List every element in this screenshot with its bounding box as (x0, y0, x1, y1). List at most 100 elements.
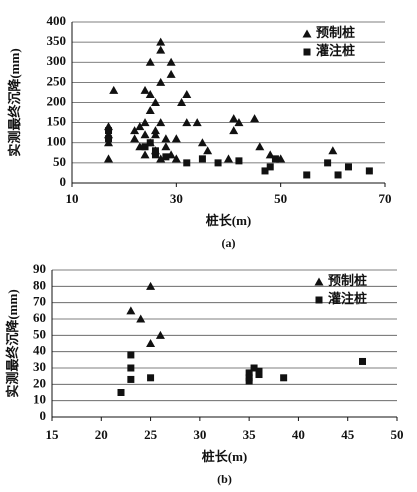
legend-label: 灌注桩 (328, 291, 367, 306)
data-point (127, 375, 135, 383)
x-tick-label: 40 (292, 427, 305, 442)
data-point (261, 167, 269, 175)
data-point (151, 151, 159, 159)
y-tick-label: 40 (33, 343, 46, 358)
data-point (145, 57, 155, 66)
data-point (266, 163, 274, 171)
legend-marker (314, 277, 324, 286)
y-tick-label: 10 (33, 392, 46, 407)
data-point (166, 57, 176, 66)
legend-marker (315, 296, 323, 304)
data-point (105, 135, 113, 143)
y-tick-label: 0 (60, 174, 67, 189)
data-point (303, 171, 311, 179)
data-point (334, 171, 342, 179)
x-tick-label: 10 (66, 191, 79, 206)
data-point (104, 154, 114, 163)
data-point (250, 114, 260, 123)
y-tick-label: 50 (33, 326, 46, 341)
data-point (344, 163, 352, 171)
data-point (192, 118, 202, 127)
data-point (203, 146, 213, 155)
y-tick-label: 20 (33, 375, 46, 390)
data-point (359, 357, 366, 365)
y-tick-label: 90 (33, 261, 46, 276)
data-point (140, 85, 150, 94)
data-point (136, 314, 146, 323)
data-point (145, 89, 155, 98)
data-point (150, 130, 160, 139)
data-point (130, 126, 140, 135)
data-point (177, 98, 187, 106)
data-point (146, 139, 154, 147)
data-point (250, 364, 258, 372)
y-axis-label: 实测最终沉降(mm) (7, 48, 22, 156)
data-point (365, 167, 373, 175)
x-tick-label: 30 (193, 427, 206, 442)
caption: (a) (222, 236, 236, 250)
data-point (156, 37, 166, 46)
data-point (150, 126, 160, 135)
data-point (140, 118, 150, 127)
data-point (324, 159, 332, 167)
legend-marker (302, 29, 312, 38)
legend-label: 预制桩 (328, 273, 367, 288)
data-point (117, 389, 125, 396)
y-tick-label: 200 (47, 93, 67, 108)
data-point (161, 142, 171, 151)
legend-marker (303, 48, 311, 56)
y-tick-label: 300 (47, 53, 67, 68)
data-point (171, 154, 181, 163)
data-point (135, 122, 145, 131)
x-axis-label: 桩长(m) (202, 449, 248, 464)
data-point (229, 114, 239, 123)
data-point (245, 369, 253, 377)
data-point (145, 106, 155, 115)
data-point (146, 281, 156, 290)
data-point (109, 85, 119, 94)
x-tick-label: 30 (170, 191, 183, 206)
data-point (155, 330, 165, 339)
data-point (140, 150, 150, 159)
data-point (224, 154, 233, 163)
data-point (182, 89, 192, 98)
data-point (130, 134, 140, 143)
x-tick-label: 50 (274, 191, 287, 206)
y-tick-label: 250 (47, 73, 67, 88)
y-tick-label: 400 (47, 13, 67, 28)
x-tick-label: 15 (46, 427, 60, 442)
data-point (198, 155, 206, 163)
data-point (151, 147, 159, 155)
x-tick-label: 20 (95, 427, 108, 442)
y-axis-label: 实测最终沉降(mm) (5, 289, 20, 397)
data-point (127, 351, 135, 359)
y-tick-label: 70 (33, 294, 46, 309)
y-tick-label: 80 (33, 277, 46, 292)
data-point (150, 98, 160, 106)
data-point (214, 159, 222, 167)
data-point (182, 118, 192, 127)
x-tick-label: 50 (391, 427, 404, 442)
data-point (245, 377, 253, 385)
y-tick-label: 150 (47, 114, 67, 129)
data-point (141, 143, 149, 151)
y-tick-label: 30 (33, 359, 46, 374)
data-point (156, 45, 166, 54)
y-tick-label: 60 (33, 310, 46, 325)
data-point (104, 138, 114, 147)
legend-label: 灌注桩 (316, 43, 355, 58)
data-point (147, 374, 155, 382)
data-point (183, 159, 191, 167)
data-point (156, 77, 166, 86)
x-tick-label: 70 (379, 191, 392, 206)
data-point (255, 142, 265, 151)
data-point (235, 157, 243, 165)
y-tick-label: 50 (53, 154, 66, 169)
x-axis-label: 桩长(m) (206, 213, 252, 228)
data-point (105, 127, 113, 135)
y-tick-label: 100 (47, 134, 67, 149)
data-point (140, 130, 150, 139)
data-point (197, 138, 207, 147)
